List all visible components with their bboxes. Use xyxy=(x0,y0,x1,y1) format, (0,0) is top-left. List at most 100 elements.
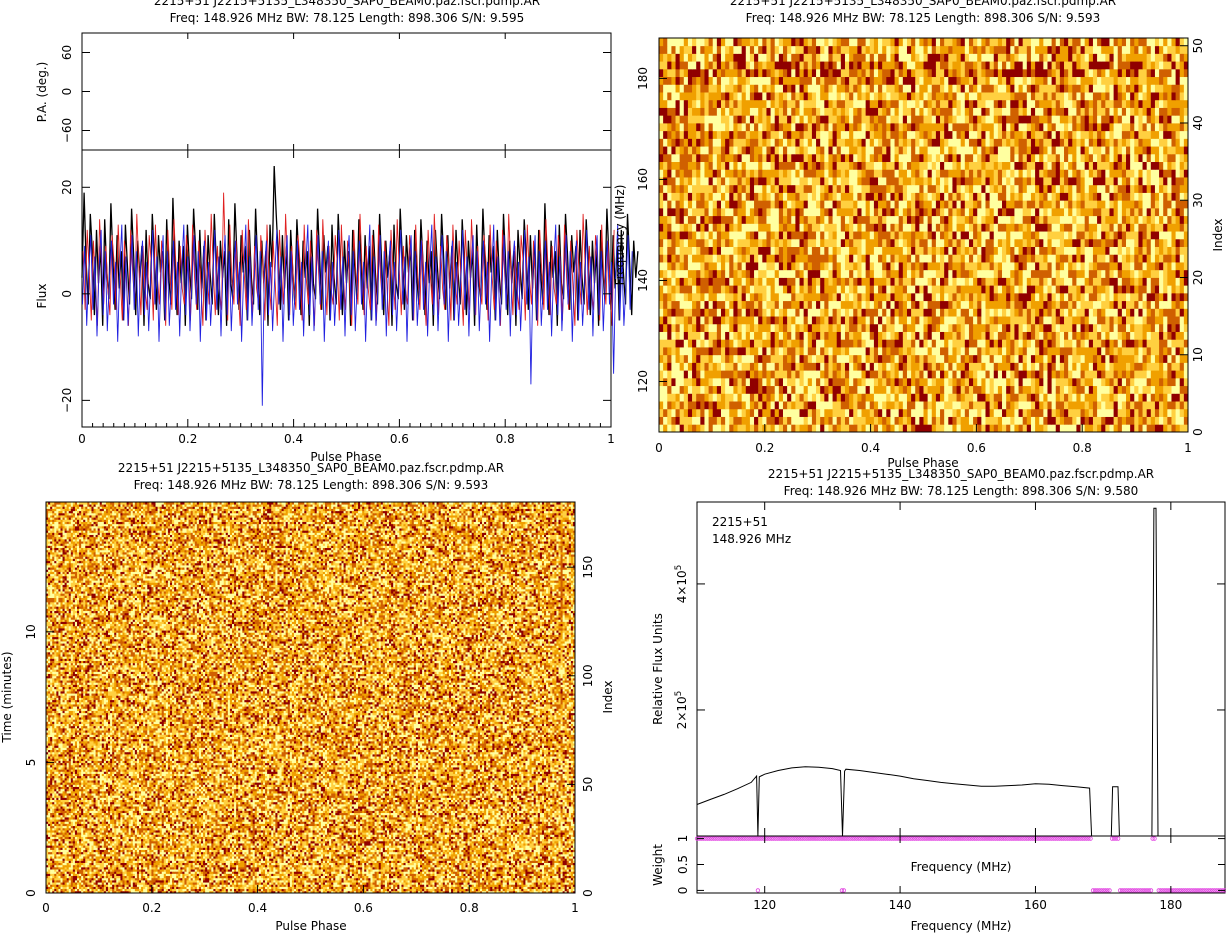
freqphase-cell xyxy=(948,138,953,147)
freqphase-cell xyxy=(952,192,957,201)
freqphase-cell xyxy=(1109,146,1115,155)
freqphase-cell xyxy=(741,408,747,417)
freqphase-cell xyxy=(692,416,697,425)
freqphase-cell xyxy=(737,300,743,309)
freqphase-cell xyxy=(1072,223,1077,232)
freqphase-cell xyxy=(1092,231,1098,240)
freqphase-cell xyxy=(716,177,722,186)
freqphase-cell xyxy=(795,177,800,186)
freqphase-cell xyxy=(696,177,701,186)
freqphase-cell xyxy=(1179,377,1185,387)
freqphase-cell xyxy=(1109,262,1115,271)
freqphase-cell xyxy=(944,401,949,410)
freqphase-cell xyxy=(948,231,953,240)
freqphase-cell xyxy=(1059,292,1065,302)
freqphase-cell xyxy=(791,254,796,263)
freqphase-cell xyxy=(840,231,846,240)
freqphase-cell xyxy=(799,377,805,387)
freqphase-cell xyxy=(766,292,771,302)
freqphase-cell xyxy=(716,215,722,224)
freqphase-cell xyxy=(729,277,734,286)
freqphase-cell xyxy=(1084,354,1090,363)
freqphase-cell xyxy=(824,424,829,433)
freqphase-cell xyxy=(1134,424,1139,433)
freqphase-cell xyxy=(754,331,759,340)
freqphase-cell xyxy=(1113,262,1119,271)
freqphase-cell xyxy=(840,285,846,294)
freqphase-cell xyxy=(704,238,709,247)
freqphase-cell xyxy=(700,331,705,340)
freqphase-cell xyxy=(927,200,933,209)
freqphase-cell xyxy=(659,262,664,271)
freqphase-cell xyxy=(778,254,784,263)
freqphase-cell xyxy=(935,254,941,263)
freqphase-cell xyxy=(770,308,776,317)
freqphase-cell xyxy=(1047,277,1053,286)
freqphase-cell xyxy=(1006,377,1011,387)
freqphase-cell xyxy=(733,177,738,186)
freqphase-cell xyxy=(720,308,726,317)
freqphase-cell xyxy=(919,262,924,271)
freqphase-cell xyxy=(704,393,709,402)
freqphase-cell xyxy=(1130,277,1135,286)
freqphase-cell xyxy=(795,300,800,309)
freqphase-cell xyxy=(1076,401,1081,410)
freqphase-cell xyxy=(1047,146,1053,155)
freqphase-cell xyxy=(853,362,858,371)
freqphase-cell xyxy=(944,377,949,387)
freqphase-cell xyxy=(762,223,767,232)
freqphase-cell xyxy=(898,377,904,387)
freqphase-cell xyxy=(898,401,904,410)
freqphase-cell xyxy=(708,424,714,433)
freqphase-cell xyxy=(869,169,875,178)
freqphase-cell xyxy=(1051,331,1057,340)
freqphase-cell xyxy=(1026,254,1032,263)
freqphase-cell xyxy=(1088,401,1094,410)
freqphase-cell xyxy=(1117,231,1123,240)
freqphase-cell xyxy=(1064,292,1069,302)
freqphase-cell xyxy=(940,246,945,255)
freqphase-cell xyxy=(1002,370,1007,379)
freqphase-cell xyxy=(1130,146,1135,155)
freqphase-cell xyxy=(1018,138,1024,147)
freqphase-cell xyxy=(1121,192,1127,201)
freqphase-cell xyxy=(1138,177,1143,186)
freqphase-cell xyxy=(1068,393,1073,402)
freqphase-cell xyxy=(1138,200,1143,209)
freqphase-cell xyxy=(981,377,986,387)
freqphase-cell xyxy=(758,146,763,155)
freqphase-cell xyxy=(940,200,945,209)
freqphase-cell xyxy=(1109,362,1115,371)
freqphase-cell xyxy=(1175,401,1181,410)
freqphase-cell xyxy=(745,138,751,147)
freqphase-cell xyxy=(865,416,871,425)
freqphase-cell xyxy=(902,138,908,147)
freqphase-cell xyxy=(716,207,722,217)
freqphase-cell xyxy=(1109,200,1115,209)
freqphase-cell xyxy=(1134,215,1139,224)
freqphase-cell xyxy=(873,184,879,193)
freqphase-cell xyxy=(729,153,734,163)
freqphase-cell xyxy=(778,207,784,217)
freqphase-cell xyxy=(1092,377,1098,387)
freqphase-cell xyxy=(787,393,792,402)
freqphase-cell xyxy=(906,424,912,433)
freqphase-cell xyxy=(927,339,933,348)
freqphase-cell xyxy=(766,269,771,278)
freqphase-cell xyxy=(1121,215,1127,224)
freqphase-cell xyxy=(902,238,908,247)
freqphase-cell xyxy=(795,231,800,240)
freqphase-cell xyxy=(1171,347,1176,356)
freqphase-cell xyxy=(671,370,676,379)
freqphase-cell xyxy=(940,207,945,217)
freqphase-cell xyxy=(1097,215,1102,224)
freqphase-cell xyxy=(902,370,908,379)
freqphase-cell xyxy=(890,401,895,410)
freqphase-cell xyxy=(985,292,991,302)
freqphase-cell xyxy=(977,262,982,271)
freqphase-cell xyxy=(968,246,974,255)
freqphase-cell xyxy=(749,169,755,178)
freqphase-cell xyxy=(1113,370,1119,379)
freqphase-cell xyxy=(1047,262,1053,271)
freqphase-cell xyxy=(745,231,751,240)
